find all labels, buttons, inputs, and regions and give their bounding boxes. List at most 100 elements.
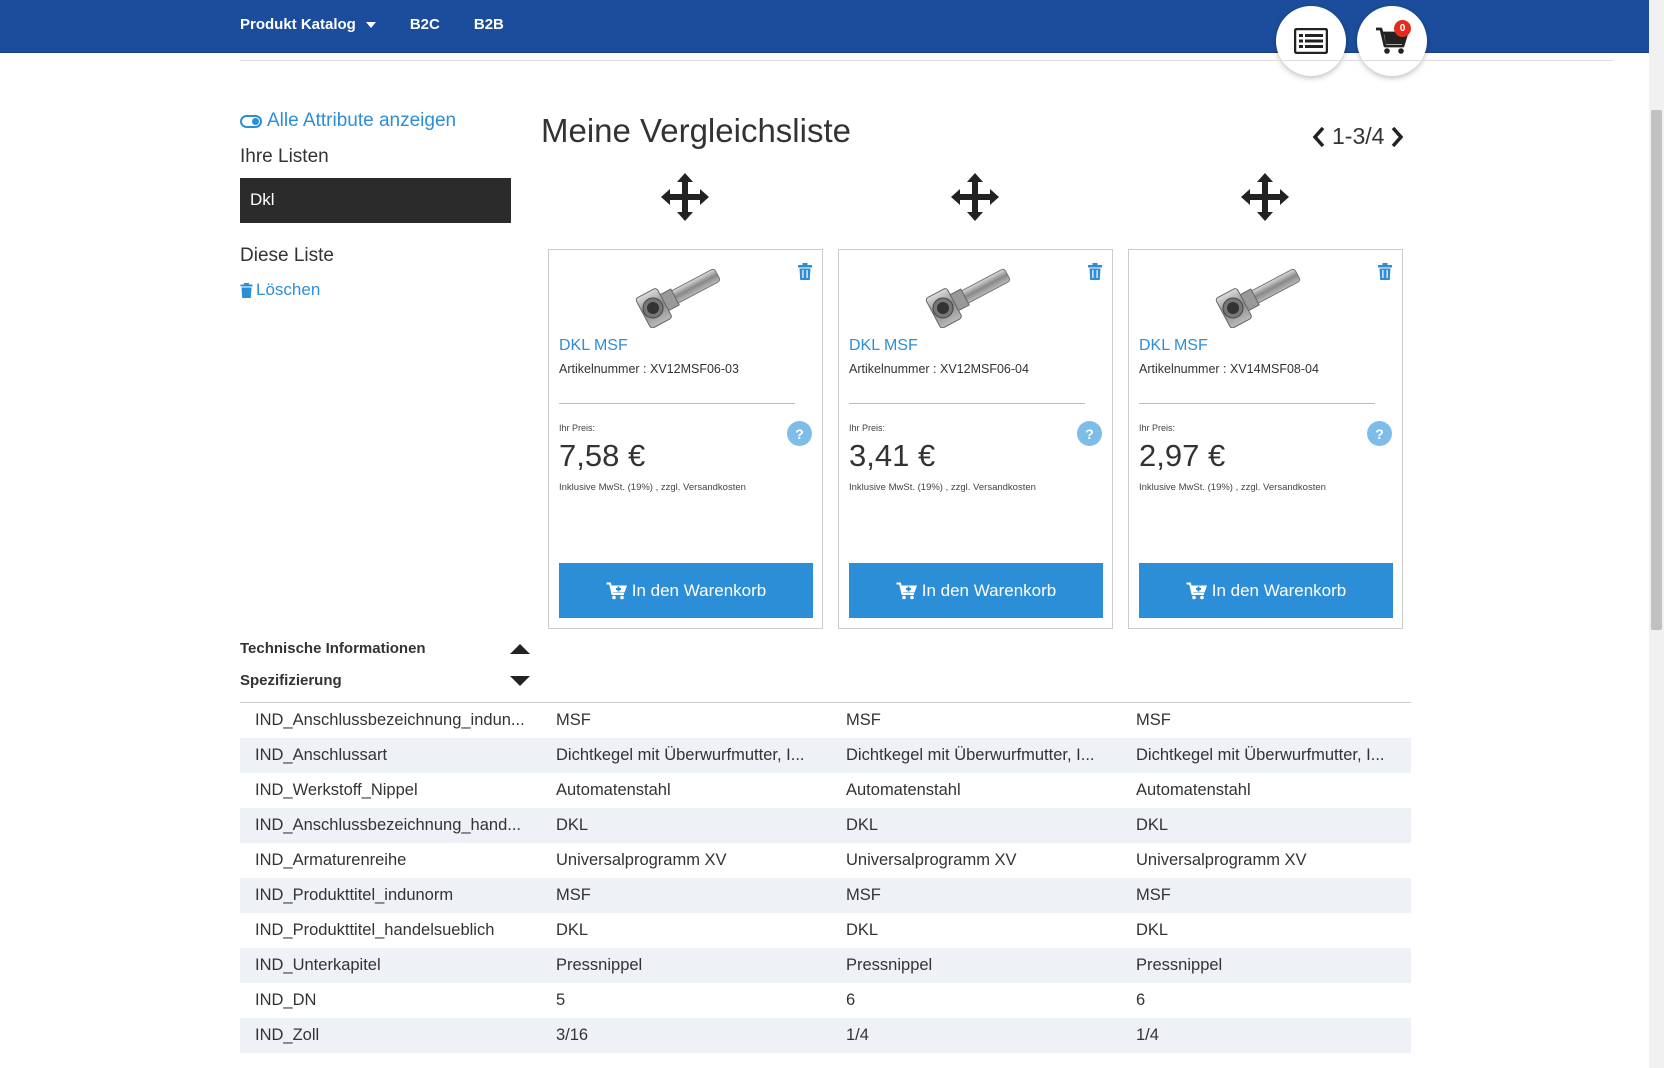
add-to-cart-label: In den Warenkorb (1211, 580, 1347, 600)
attribute-name: IND_Werkstoff_Nippel (255, 781, 418, 799)
nav-item-b2c[interactable]: B2C (410, 16, 440, 33)
attribute-name: IND_Anschlussbezeichnung_indun... (255, 711, 525, 729)
attribute-value: Automatenstahl (556, 781, 671, 799)
attribute-value: 5 (556, 991, 566, 1009)
table-row: IND_Anschlussart Dichtkegel mit Überwurfm… (240, 738, 1411, 773)
product-image[interactable] (629, 264, 729, 328)
chevron-down-icon (365, 21, 376, 28)
attribute-value: 1/4 (846, 1026, 869, 1044)
page-title: Meine Vergleichsliste (541, 112, 851, 149)
nav-item-label: B2B (473, 16, 504, 33)
product-image[interactable] (1209, 264, 1309, 328)
attribute-value: Dichtkegel mit Überwurfmutter, I... (556, 746, 805, 764)
trash-icon[interactable] (798, 263, 812, 280)
scrollbar[interactable] (1649, 0, 1664, 1068)
product-name-link[interactable]: DKL MSF (849, 337, 918, 354)
attribute-value: DKL (1136, 921, 1169, 939)
attribute-value: MSF (846, 886, 881, 904)
compare-list-button[interactable] (1276, 6, 1346, 76)
product-name-link[interactable]: DKL MSF (559, 337, 628, 354)
triangle-down-icon (510, 675, 530, 686)
attribute-value: Universalprogramm XV (556, 851, 727, 869)
scrollbar-thumb[interactable] (1651, 110, 1662, 630)
move-icon[interactable] (1240, 172, 1290, 222)
attribute-value: DKL (556, 816, 589, 834)
cart-button[interactable]: 0 (1357, 6, 1427, 76)
main-nav: Produkt Katalog B2C B2B (240, 16, 538, 33)
help-icon[interactable]: ? (1077, 421, 1102, 446)
add-to-cart-label: In den Warenkorb (921, 580, 1057, 600)
product-name-link[interactable]: DKL MSF (1139, 337, 1208, 354)
table-row: IND_Produkttitel_indunorm MSF MSF MSF (240, 878, 1411, 913)
cart-plus-icon (896, 582, 917, 599)
help-icon[interactable]: ? (1367, 421, 1392, 446)
add-to-cart-button[interactable]: In den Warenkorb (559, 563, 813, 618)
move-icon[interactable] (950, 172, 1000, 222)
toggle-label: Alle Attribute anzeigen (267, 110, 457, 131)
divider (849, 403, 1085, 404)
price-label: Ihr Preis: (559, 423, 596, 433)
divider (1139, 403, 1375, 404)
attribute-value: 1/4 (1136, 1026, 1159, 1044)
nav-item-b2b[interactable]: B2B (474, 16, 504, 33)
delete-list-link[interactable]: Löschen (240, 280, 320, 300)
vat-note: Inklusive MwSt. (19%) , zzgl. Versandkos… (559, 482, 746, 493)
section-header-spec[interactable]: Spezifizierung (240, 672, 530, 689)
table-row: IND_Werkstoff_Nippel Automatenstahl Automa… (240, 773, 1411, 808)
delete-label: Löschen (256, 280, 321, 299)
attribute-value: MSF (556, 711, 591, 729)
pager-label: 1-3/4 (1332, 123, 1385, 149)
trash-icon[interactable] (1088, 263, 1102, 280)
product-sku: Artikelnummer : XV12MSF06-04 (849, 362, 1029, 376)
add-to-cart-label: In den Warenkorb (631, 580, 767, 600)
nav-item-produkt-katalog[interactable]: Produkt Katalog (240, 16, 376, 33)
add-to-cart-button[interactable]: In den Warenkorb (1139, 563, 1393, 618)
attribute-name: IND_Anschlussart (255, 746, 388, 764)
attribute-value: Automatenstahl (846, 781, 961, 799)
attribute-value: 3/16 (556, 1026, 589, 1044)
product-price: 2,97 € (1139, 438, 1226, 473)
show-all-attributes-toggle[interactable]: Alle Attribute anzeigen (240, 110, 456, 132)
attribute-value: MSF (846, 711, 881, 729)
attribute-name: IND_Armaturenreihe (255, 851, 407, 869)
chevron-left-icon[interactable] (1312, 126, 1326, 148)
attribute-value: DKL (846, 921, 879, 939)
product-sku: Artikelnummer : XV12MSF06-03 (559, 362, 739, 376)
vat-note: Inklusive MwSt. (19%) , zzgl. Versandkos… (1139, 482, 1326, 493)
section-header-tech-info[interactable]: Technische Informationen (240, 640, 530, 657)
divider (559, 403, 795, 404)
list-item-dkl[interactable]: Dkl (240, 178, 511, 223)
attribute-value: Pressnippel (556, 956, 643, 974)
divider (240, 60, 1613, 61)
spec-table: IND_Anschlussbezeichnung_indun... MSF MSF M… (240, 702, 1411, 1053)
attribute-value: DKL (1136, 816, 1169, 834)
attribute-value: DKL (556, 921, 589, 939)
add-to-cart-button[interactable]: In den Warenkorb (849, 563, 1103, 618)
attribute-value: MSF (1136, 711, 1171, 729)
vat-note: Inklusive MwSt. (19%) , zzgl. Versandkos… (849, 482, 1036, 493)
section-title: Technische Informationen (240, 640, 426, 657)
this-list-heading: Diese Liste (240, 245, 334, 266)
trash-icon[interactable] (1378, 263, 1392, 280)
attribute-name: IND_DN (255, 991, 317, 1009)
lists-heading: Ihre Listen (240, 146, 329, 167)
product-card: DKL MSF Artikelnummer : XV12MSF06-04 Ihr… (838, 249, 1113, 629)
nav-item-label: B2C (409, 16, 440, 33)
attribute-value: DKL (846, 816, 879, 834)
nav-item-label: Produkt Katalog (240, 16, 356, 33)
section-title: Spezifizierung (240, 672, 342, 689)
help-icon[interactable]: ? (787, 421, 812, 446)
table-row: IND_Anschlussbezeichnung_indun... MSF MSF M… (240, 703, 1411, 738)
pagination: 1-3/4 (1312, 123, 1404, 150)
table-row: IND_Anschlussbezeichnung_hand... DKL DKL DK… (240, 808, 1411, 843)
attribute-name: IND_Produkttitel_indunorm (255, 886, 454, 904)
attribute-value: Pressnippel (1136, 956, 1223, 974)
attribute-value: Dichtkegel mit Überwurfmutter, I... (846, 746, 1095, 764)
attribute-value: 6 (846, 991, 856, 1009)
table-row: IND_Zoll 3/16 1/4 1/4 (240, 1018, 1411, 1053)
attribute-value: Dichtkegel mit Überwurfmutter, I... (1136, 746, 1385, 764)
product-image[interactable] (919, 264, 1019, 328)
move-icon[interactable] (660, 172, 710, 222)
chevron-right-icon[interactable] (1390, 126, 1404, 148)
attribute-value: MSF (556, 886, 591, 904)
